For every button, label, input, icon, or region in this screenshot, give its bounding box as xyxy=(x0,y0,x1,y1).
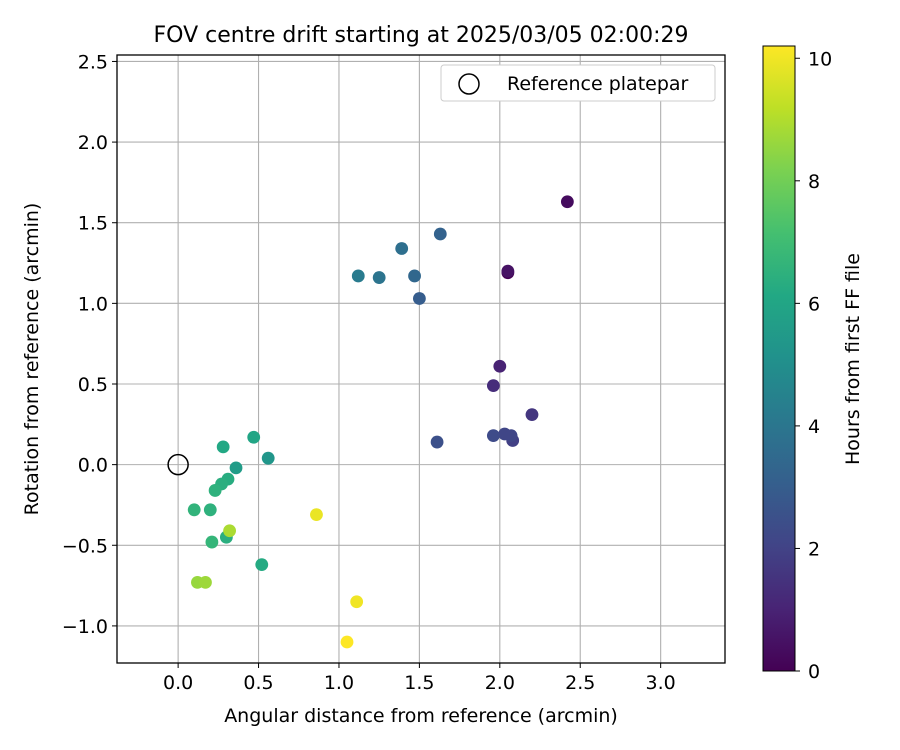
x-tick-label: 0.5 xyxy=(243,672,273,694)
grid-lines xyxy=(117,55,725,663)
data-point xyxy=(433,227,447,241)
x-tick-label: 0.0 xyxy=(163,672,193,694)
y-tick-label: −0.5 xyxy=(62,535,108,557)
y-tick-label: 1.0 xyxy=(78,293,108,315)
y-tick-label: 2.0 xyxy=(78,132,108,154)
legend-reference-marker xyxy=(458,73,480,95)
x-axis-ticks: 0.0 0.5 1.0 1.5 2.0 2.5 3.0 xyxy=(163,663,676,694)
data-point xyxy=(486,379,500,393)
y-tick-label: 0.0 xyxy=(78,455,108,477)
colorbar-ticks: 0 2 4 6 8 10 xyxy=(795,48,832,683)
colorbar-tick-label: 2 xyxy=(808,538,820,560)
x-tick-label: 3.0 xyxy=(646,672,676,694)
data-point xyxy=(372,271,386,284)
data-point xyxy=(229,461,243,475)
x-tick-label: 1.5 xyxy=(404,672,434,694)
data-point xyxy=(395,242,409,255)
data-point xyxy=(430,435,444,449)
data-point xyxy=(501,264,515,278)
data-point xyxy=(351,269,365,283)
plot-frame xyxy=(116,54,726,664)
data-point xyxy=(560,195,574,209)
x-tick-label: 2.5 xyxy=(565,672,595,694)
colorbar-label: Hours from first FF file xyxy=(842,253,864,465)
colorbar-tick-label: 10 xyxy=(808,48,832,70)
y-tick-label: 2.5 xyxy=(78,51,108,73)
data-point xyxy=(223,524,236,538)
data-point xyxy=(216,440,230,454)
colorbar-tick-label: 4 xyxy=(808,416,820,438)
data-point xyxy=(261,451,275,465)
data-point xyxy=(525,408,539,422)
legend: Reference platepar xyxy=(440,64,716,102)
data-point xyxy=(486,429,500,443)
data-point xyxy=(412,292,426,305)
colorbar xyxy=(762,45,796,672)
data-point xyxy=(208,484,222,497)
colorbar-tick-label: 8 xyxy=(808,171,820,193)
reference-platepar-marker xyxy=(167,453,189,476)
data-points xyxy=(167,195,574,649)
legend-box xyxy=(440,64,716,102)
x-tick-label: 2.0 xyxy=(485,672,515,694)
x-tick-label: 1.0 xyxy=(324,672,354,694)
data-point xyxy=(493,359,507,373)
data-point xyxy=(504,429,518,443)
legend-reference-label: Reference platepar xyxy=(507,73,689,95)
y-axis-label: Rotation from reference (arcmin) xyxy=(21,203,43,516)
colorbar-tick-label: 0 xyxy=(808,661,820,683)
data-point xyxy=(247,430,261,444)
data-point xyxy=(408,269,421,283)
colorbar-tick-label: 6 xyxy=(808,293,820,315)
chart-title: FOV centre drift starting at 2025/03/05 … xyxy=(154,23,689,48)
data-point xyxy=(199,575,212,589)
data-point xyxy=(350,595,364,609)
data-point xyxy=(340,635,354,649)
x-axis-label: Angular distance from reference (arcmin) xyxy=(224,705,618,727)
y-axis-ticks: −1.0 −0.5 0.0 0.5 1.0 1.5 2.0 2.5 xyxy=(62,51,117,638)
data-point xyxy=(187,503,201,517)
y-tick-label: 0.5 xyxy=(78,374,108,396)
data-point xyxy=(203,503,217,517)
data-point xyxy=(255,558,269,572)
y-tick-label: −1.0 xyxy=(62,616,108,638)
data-point xyxy=(310,508,323,522)
y-tick-label: 1.5 xyxy=(78,213,108,235)
data-point xyxy=(205,535,219,549)
